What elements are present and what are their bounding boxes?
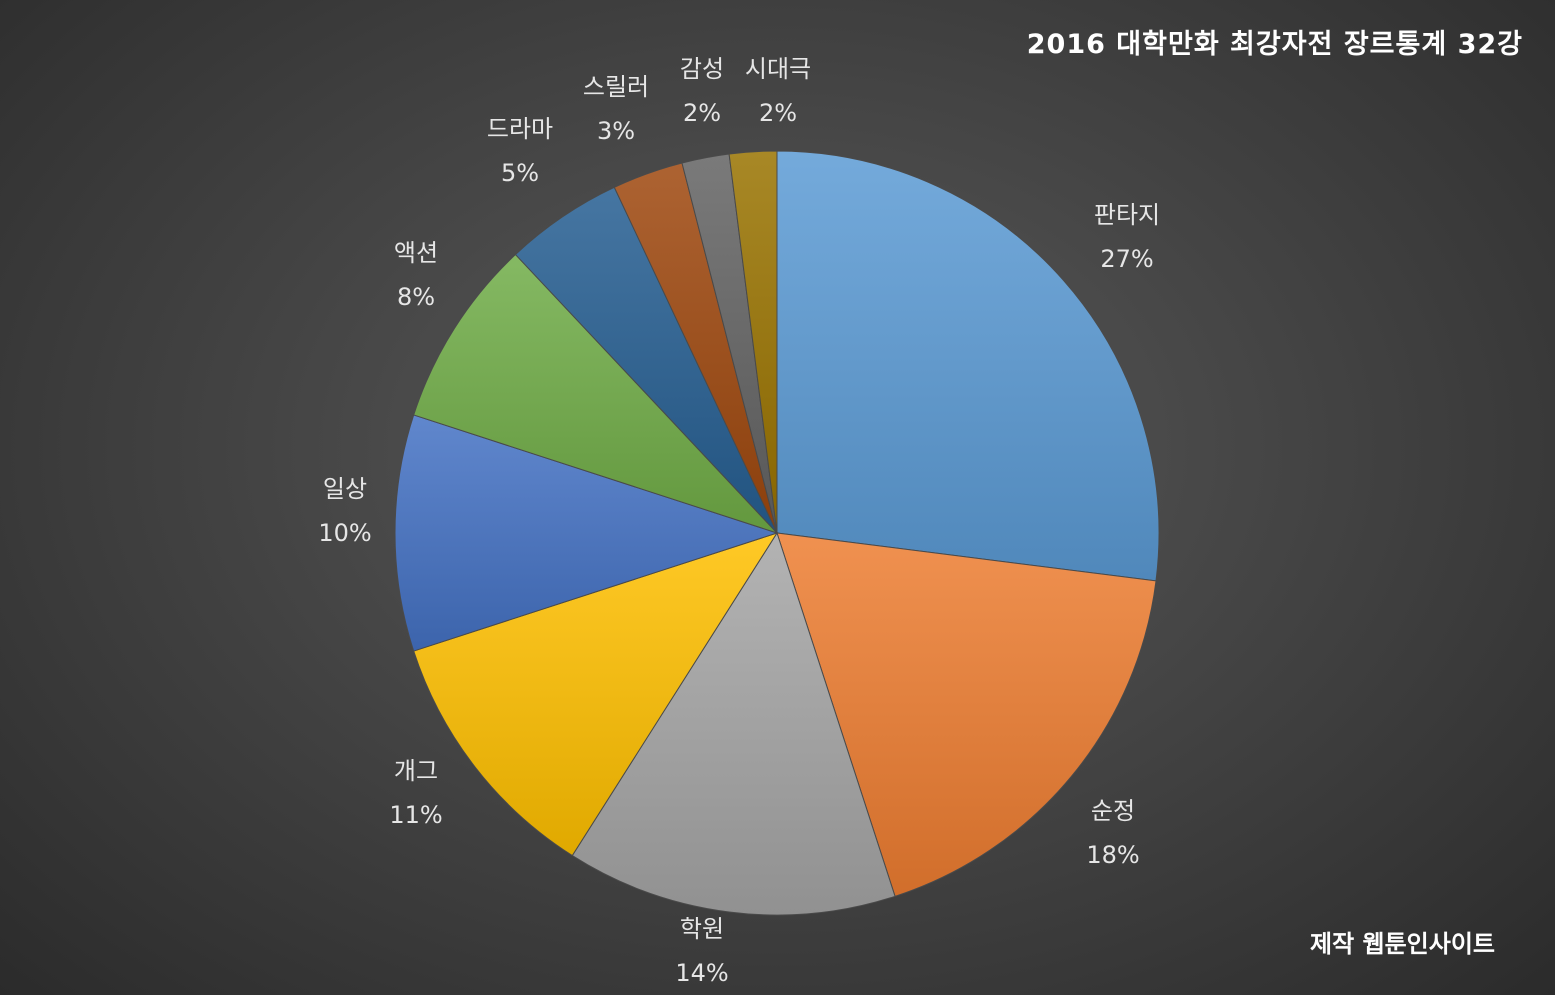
slice-label-name: 액션: [394, 239, 438, 267]
slice-label-name: 순정: [1091, 797, 1135, 825]
slice-label-percent: 8%: [397, 283, 435, 311]
pie-slices: [394, 150, 1160, 916]
slice-label-name: 드라마: [487, 115, 553, 143]
chart-title: 2016 대학만화 최강자전 장르통계 32강: [1026, 29, 1523, 60]
credit-text: 제작 웹툰인사이트: [1310, 930, 1495, 958]
pie-slice-1: [776, 150, 1160, 582]
slice-label-name: 시대극: [745, 55, 811, 83]
slice-label-name: 학원: [680, 915, 724, 943]
slice-label-name: 스릴러: [583, 73, 649, 101]
slice-label-percent: 14%: [675, 959, 728, 987]
pie-slice-4: [413, 532, 779, 857]
pie-slice-10: [728, 150, 778, 534]
pie-slice-3: [571, 531, 896, 916]
slice-label-name: 일상: [323, 475, 367, 503]
slice-label-percent: 10%: [318, 519, 371, 547]
pie-slice-2: [776, 532, 1157, 897]
slice-label-percent: 11%: [389, 801, 442, 829]
slice-label-percent: 27%: [1100, 245, 1153, 273]
slice-label-percent: 5%: [501, 159, 539, 187]
slice-label-percent: 2%: [683, 99, 721, 127]
pie-slice-6: [413, 253, 778, 534]
slice-label-name: 판타지: [1094, 201, 1160, 229]
pie-slice-5: [394, 414, 779, 652]
slice-label-name: 감성: [680, 55, 724, 83]
pie-labels: 판타지 27% 순정 18% 학원 14% 개그 11% 일상 10% 액션 8% 드라마 5% 스릴러 3%…: [318, 55, 1160, 987]
slice-label-percent: 18%: [1086, 841, 1139, 869]
slice-label-name: 개그: [394, 757, 438, 785]
slice-label-percent: 3%: [597, 117, 635, 145]
slice-label-percent: 2%: [759, 99, 797, 127]
